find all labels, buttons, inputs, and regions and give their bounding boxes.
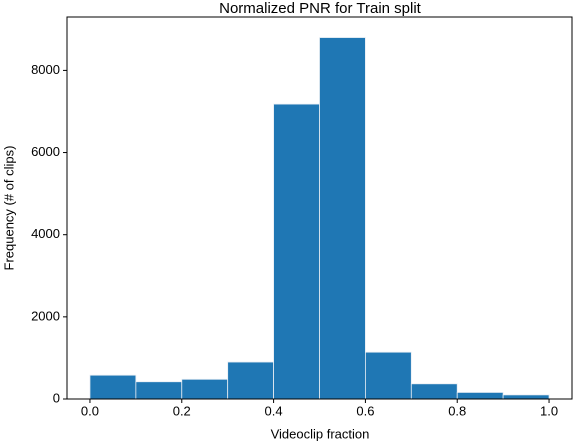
y-tick-label: 8000 xyxy=(31,62,60,77)
y-tick-label: 0 xyxy=(53,390,60,405)
y-tick-label: 6000 xyxy=(31,144,60,159)
bar xyxy=(181,378,229,400)
x-tick-label: 1.0 xyxy=(540,403,558,418)
x-tick-label: 0.4 xyxy=(265,403,283,418)
bar xyxy=(273,103,320,400)
chart-title: Normalized PNR for Train split xyxy=(219,0,422,17)
x-tick-label: 0.6 xyxy=(356,403,374,418)
plot-frame xyxy=(66,16,573,400)
bar xyxy=(502,394,550,400)
bar xyxy=(319,37,366,400)
y-tick-label: 2000 xyxy=(31,308,60,323)
bar xyxy=(135,381,183,400)
bar xyxy=(410,383,458,400)
y-axis-label: Frequency (# of clips) xyxy=(1,146,16,271)
x-tick-label: 0.8 xyxy=(448,403,466,418)
bar xyxy=(227,361,274,400)
x-tick-label: 0.2 xyxy=(173,403,191,418)
y-tick-label: 4000 xyxy=(31,226,60,241)
x-tick-label: 0.0 xyxy=(81,403,99,418)
x-axis-label: Videoclip fraction xyxy=(271,426,370,441)
bar xyxy=(365,351,412,400)
bar xyxy=(89,374,137,400)
bar xyxy=(456,392,504,400)
